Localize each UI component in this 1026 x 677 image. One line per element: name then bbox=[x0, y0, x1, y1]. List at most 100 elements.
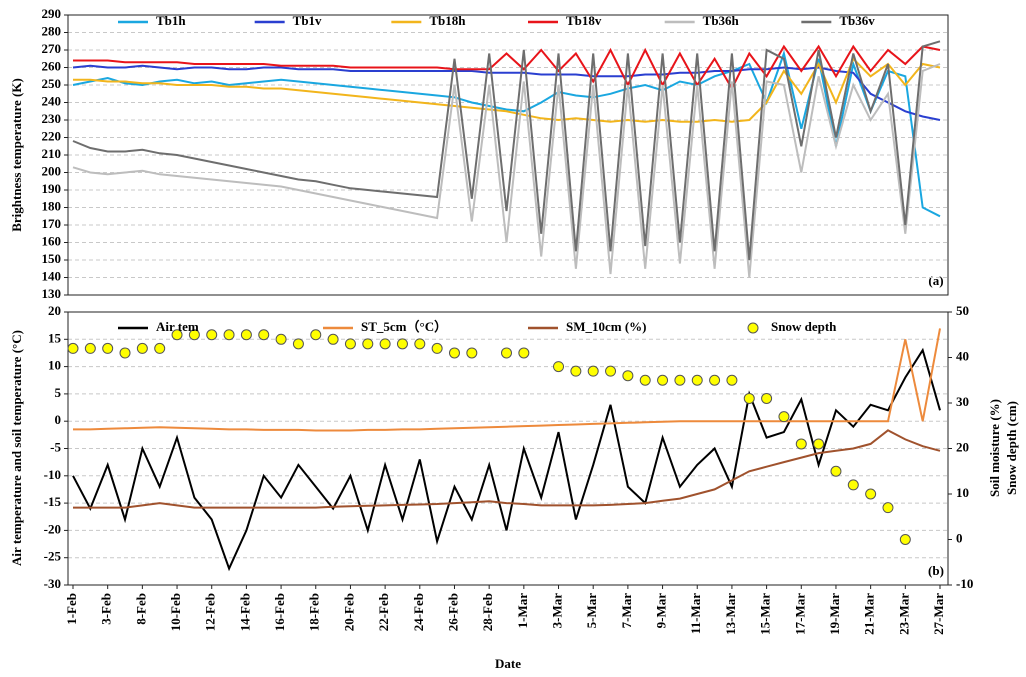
series-line bbox=[73, 57, 941, 123]
plot-frame bbox=[67, 311, 949, 586]
scatter-point bbox=[865, 488, 877, 500]
y-tick-label: 180 bbox=[42, 198, 62, 213]
y-tick-label: -10 bbox=[44, 467, 61, 482]
series-line bbox=[73, 44, 941, 91]
y2-tick-label: -10 bbox=[956, 576, 973, 591]
legend-label: Air tem bbox=[156, 319, 199, 334]
scatter-point bbox=[587, 365, 599, 377]
y-tick-label: 160 bbox=[42, 233, 62, 248]
x-tick-label: 20-Feb bbox=[341, 593, 356, 631]
x-tick-label: 3-Feb bbox=[99, 593, 114, 625]
y2-tick-label: 20 bbox=[956, 439, 969, 454]
y-tick-label: 190 bbox=[42, 181, 62, 196]
panel-label: (a) bbox=[928, 273, 943, 288]
plot-frame bbox=[67, 14, 949, 296]
scatter-point bbox=[344, 338, 356, 350]
scatter-point bbox=[292, 338, 304, 350]
legend-label: Tb18v bbox=[566, 13, 602, 28]
scatter-point bbox=[778, 411, 790, 423]
scatter-point bbox=[743, 392, 755, 404]
y-tick-label: 130 bbox=[42, 286, 62, 301]
scatter-point bbox=[67, 342, 79, 354]
series-line bbox=[73, 328, 941, 432]
x-tick-label: 3-Mar bbox=[550, 593, 565, 629]
y-tick-label: 280 bbox=[42, 23, 62, 38]
y2-tick-label: 40 bbox=[956, 348, 969, 363]
scatter-point bbox=[899, 534, 911, 545]
y2-axis-label: Snow depth (cm) bbox=[1004, 401, 1019, 495]
series-line bbox=[72, 40, 941, 261]
x-tick-label: 16-Feb bbox=[272, 593, 287, 631]
scatter-point bbox=[466, 347, 478, 359]
y-tick-label: 240 bbox=[42, 93, 62, 108]
x-tick-label: 24-Feb bbox=[411, 593, 426, 631]
series-line bbox=[72, 347, 941, 572]
x-tick-label: 5-Mar bbox=[584, 593, 599, 629]
scatter-point bbox=[154, 342, 166, 354]
y-tick-label: -5 bbox=[50, 439, 61, 454]
y-tick-label: 250 bbox=[42, 76, 62, 91]
panel-label: (b) bbox=[928, 563, 944, 578]
scatter-point bbox=[206, 329, 218, 341]
y-tick-label: 210 bbox=[42, 146, 62, 161]
x-tick-label: 12-Feb bbox=[203, 593, 218, 631]
x-axis-label: Date bbox=[495, 656, 521, 671]
x-tick-label: 1-Mar bbox=[515, 593, 530, 629]
scatter-point bbox=[518, 347, 530, 359]
scatter-point bbox=[657, 374, 669, 386]
x-tick-label: 17-Mar bbox=[792, 593, 807, 635]
scatter-point bbox=[240, 329, 252, 341]
x-tick-label: 23-Mar bbox=[896, 593, 911, 635]
scatter-point bbox=[622, 370, 634, 382]
y-tick-label: 200 bbox=[42, 163, 62, 178]
y-tick-label: 290 bbox=[42, 6, 62, 21]
y-tick-label: 220 bbox=[42, 128, 62, 143]
scatter-point bbox=[830, 465, 842, 477]
legend-label: Tb1h bbox=[156, 13, 186, 28]
y-tick-label: 140 bbox=[42, 268, 62, 283]
scatter-point bbox=[501, 347, 512, 359]
scatter-point bbox=[171, 329, 183, 341]
scatter-point bbox=[275, 333, 287, 345]
scatter-point bbox=[605, 365, 617, 377]
x-tick-label: 26-Feb bbox=[445, 593, 460, 631]
y-tick-label: 260 bbox=[42, 58, 62, 73]
y-tick-label: 170 bbox=[42, 216, 62, 231]
scatter-point bbox=[396, 338, 408, 350]
y-tick-label: -25 bbox=[44, 549, 62, 564]
scatter-point bbox=[709, 374, 721, 386]
y-tick-label: 230 bbox=[42, 111, 62, 126]
y-tick-label: 150 bbox=[42, 251, 62, 266]
x-tick-label: 18-Feb bbox=[307, 593, 322, 631]
x-tick-label: 22-Feb bbox=[376, 593, 391, 631]
legend-label: Tb18h bbox=[429, 13, 466, 28]
scatter-point bbox=[119, 347, 131, 359]
y2-axis-label: Soil moisture (%) bbox=[987, 399, 1002, 497]
x-tick-label: 27-Mar bbox=[931, 593, 946, 635]
x-tick-label: 15-Mar bbox=[758, 593, 773, 635]
scatter-point bbox=[327, 333, 339, 345]
scatter-point bbox=[813, 438, 825, 450]
y-tick-label: 20 bbox=[48, 303, 61, 318]
y-tick-label: -20 bbox=[44, 521, 61, 536]
legend-label: SM_10cm (%) bbox=[566, 319, 647, 334]
y-axis-label: Air temperature and soil temperature (°C… bbox=[9, 330, 24, 566]
legend-label: ST_5cm（°C） bbox=[361, 319, 447, 334]
series-line bbox=[72, 64, 941, 121]
x-tick-label: 11-Mar bbox=[688, 593, 703, 634]
x-tick-label: 13-Mar bbox=[723, 593, 738, 635]
scatter-point bbox=[188, 329, 200, 341]
y2-tick-label: 0 bbox=[956, 530, 963, 545]
series-line bbox=[72, 49, 941, 218]
scatter-point bbox=[882, 502, 894, 514]
legend-label: Snow depth bbox=[771, 319, 837, 334]
y-tick-label: 15 bbox=[48, 330, 62, 345]
scatter-point bbox=[553, 361, 565, 373]
legend-label: Tb36h bbox=[703, 13, 740, 28]
scatter-point bbox=[761, 392, 773, 404]
scatter-point bbox=[84, 342, 96, 354]
series-line bbox=[73, 429, 941, 509]
y-tick-label: 0 bbox=[55, 412, 62, 427]
legend-label: Tb36v bbox=[839, 13, 875, 28]
scatter-point bbox=[258, 329, 270, 341]
